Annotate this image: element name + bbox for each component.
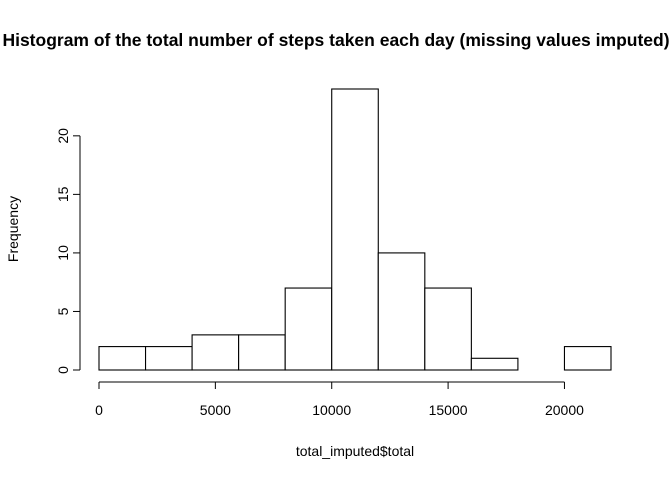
y-tick-label: 5 bbox=[55, 307, 71, 315]
chart-title: Histogram of the total number of steps t… bbox=[2, 30, 669, 50]
x-tick-label: 10000 bbox=[312, 402, 351, 418]
histogram-bar-2 bbox=[191, 334, 240, 371]
y-tick-label: 0 bbox=[55, 366, 71, 374]
x-tick-label: 0 bbox=[95, 402, 103, 418]
histogram-bar-6 bbox=[377, 252, 426, 371]
x-axis: 0 5000 10000 15000 20000 bbox=[95, 381, 584, 418]
y-tick-label: 15 bbox=[55, 186, 71, 202]
x-axis-label: total_imputed$total bbox=[296, 443, 414, 459]
histogram-bar-3 bbox=[238, 334, 286, 371]
y-axis: 0 5 10 15 20 bbox=[55, 128, 81, 374]
x-tick-label: 5000 bbox=[200, 402, 231, 418]
x-tick-label: 20000 bbox=[545, 402, 584, 418]
histogram-bar-0 bbox=[98, 346, 147, 371]
histogram-bar-10 bbox=[563, 346, 612, 371]
histogram-bar-1 bbox=[144, 346, 193, 371]
y-axis-label: Frequency bbox=[5, 196, 21, 262]
histogram-bars bbox=[98, 88, 612, 371]
histogram-bar-4 bbox=[284, 287, 333, 371]
y-tick-label: 10 bbox=[55, 245, 71, 261]
histogram-bar-7 bbox=[424, 287, 472, 371]
x-tick-label: 15000 bbox=[429, 402, 468, 418]
y-tick-label: 20 bbox=[55, 128, 71, 144]
histogram-bar-5 bbox=[331, 88, 379, 371]
histogram-bar-8 bbox=[470, 357, 519, 371]
